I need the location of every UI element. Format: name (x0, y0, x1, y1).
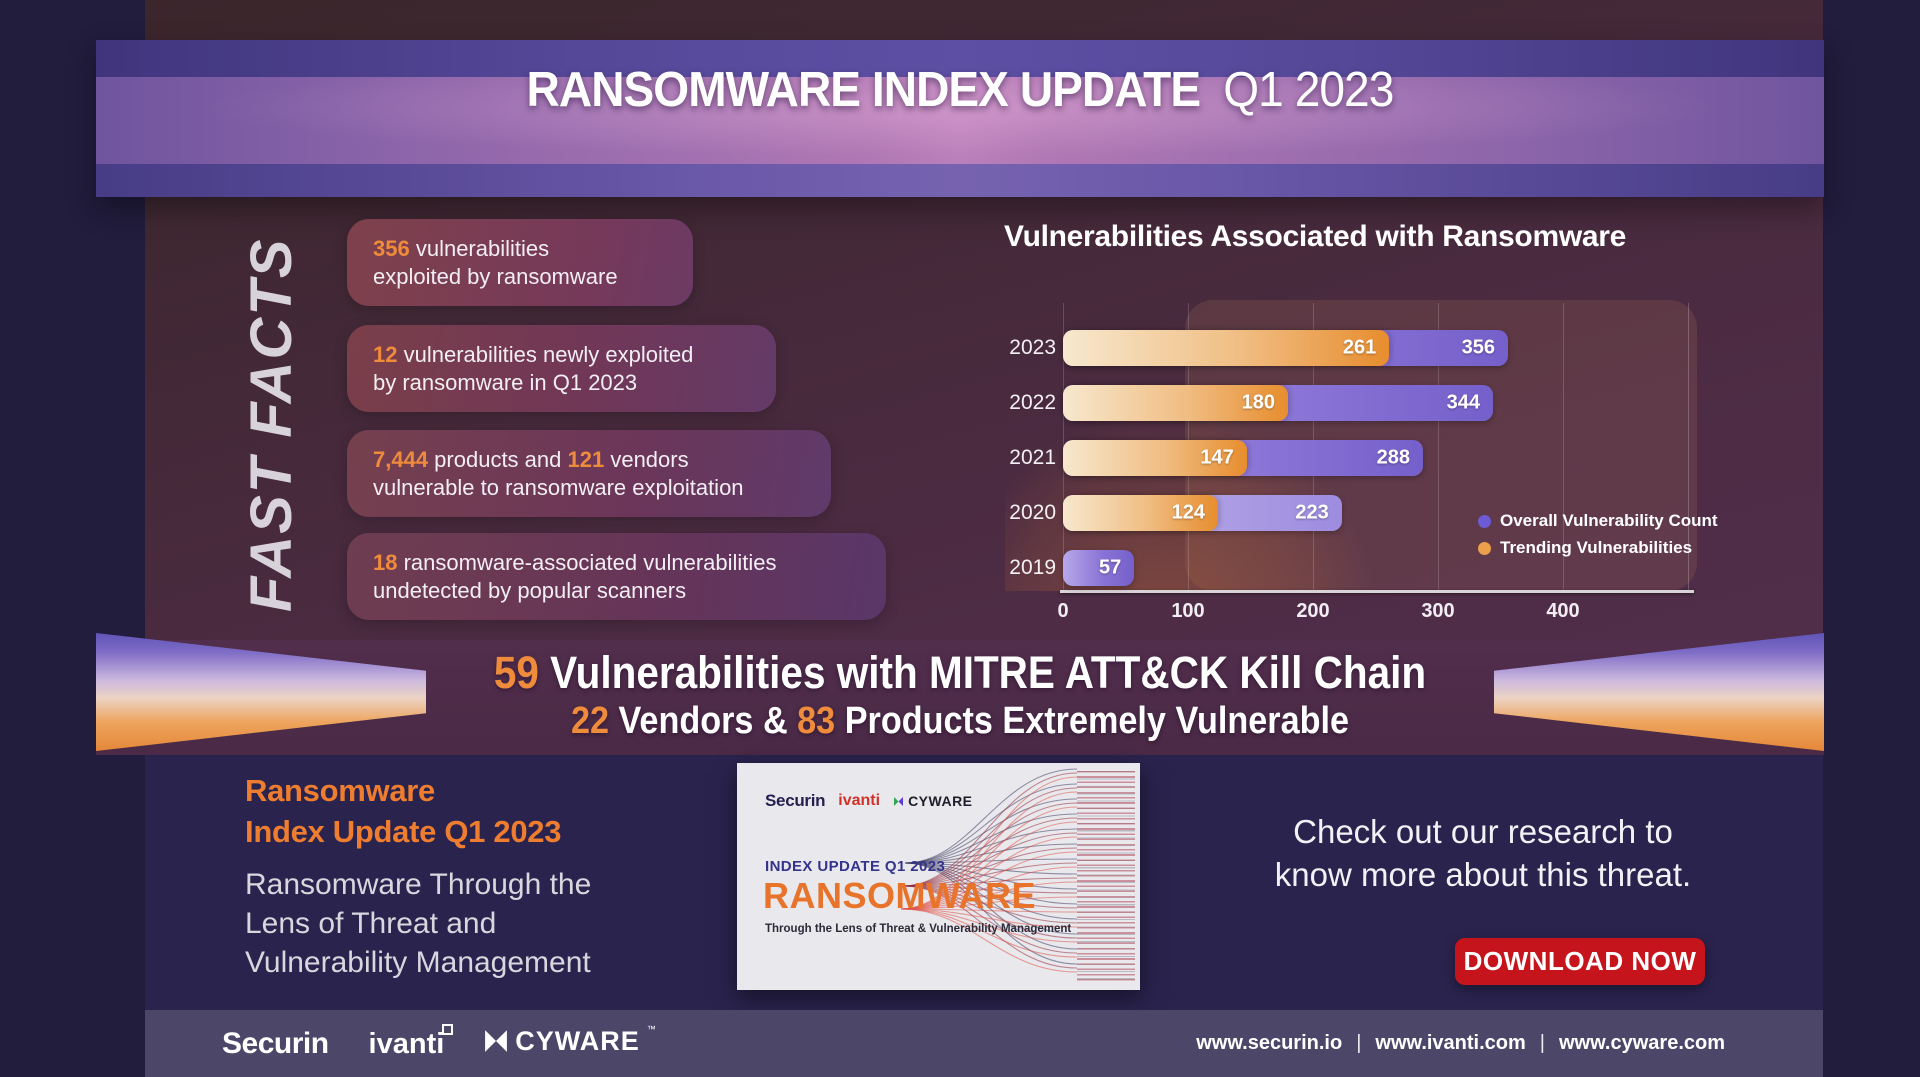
legend-item-overall: Overall Vulnerability Count (1478, 511, 1718, 531)
chart-title: Vulnerabilities Associated with Ransomwa… (1003, 220, 1627, 253)
bar-trending-2021: 147 (1063, 439, 1247, 476)
report-card-logos: Securin ivanti CYWARE (765, 791, 973, 811)
link-cyware-url[interactable]: www.cyware.com (1559, 1032, 1725, 1054)
fact-box-products-vendors: 7,444 products and 121 vendors vulnerable… (347, 430, 831, 517)
report-cyware-logo: CYWARE (893, 793, 972, 809)
chart-gridline (1563, 303, 1564, 590)
promo-heading-line1: Ransomware (245, 773, 435, 808)
chart-year-label: 2021 (1009, 445, 1056, 469)
kill-chain-headline: 59 Vulnerabilities with MITRE ATT&CK Kil… (493, 647, 1427, 698)
bar-value-label: 356 (1461, 336, 1495, 358)
chart-row-2019: 2019 57 (1000, 540, 1700, 595)
legend-label-trending: Trending Vulnerabilities (1500, 538, 1693, 557)
fast-facts-label: FAST FACTS (239, 237, 304, 612)
chart-bars: 2023 356 261 2022 344 180 2021 288 147 2020 223 124… (1000, 320, 1700, 595)
ivanti-square-icon (442, 1024, 454, 1036)
promo-subtitle: Ransomware Through the Lens of Threat an… (245, 865, 591, 982)
cta-line2: know more about this threat. (1274, 856, 1692, 893)
page-title-main: RANSOMWARE INDEX UPDATE (526, 63, 1202, 117)
fact-box-undetected: 18 ransomware-associated vulnerabilities… (347, 533, 886, 620)
bar-value-label: 261 (1342, 336, 1377, 358)
footer-securin-logo: Securin (222, 1027, 329, 1061)
page-title-qualifier: Q1 2023 (1223, 63, 1394, 117)
bar-overall-2019: 57 (1063, 549, 1135, 586)
trademark-symbol: ™ (646, 1024, 657, 1035)
legend-item-trending: Trending Vulnerabilities (1478, 538, 1718, 558)
url-separator: | (1356, 1032, 1362, 1054)
axis-tick-label: 200 (1296, 600, 1330, 622)
banner-bottom-stripe (96, 164, 1824, 197)
report-securin-logo: Securin (765, 791, 826, 810)
promo-heading: Ransomware Index Update Q1 2023 (245, 770, 561, 852)
chart-gridline (1438, 303, 1439, 590)
chart-x-axis (1060, 590, 1694, 593)
promo-subtitle-line3: Vulnerability Management (245, 946, 591, 979)
chart-track: 57 (1063, 549, 1700, 587)
bar-trending-2020: 124 (1063, 494, 1218, 531)
bar-value-label: 147 (1200, 446, 1234, 468)
chart-track: 344 180 (1063, 384, 1700, 422)
cta-text: Check out our research to know more abou… (1243, 810, 1723, 896)
footer-urls: www.securin.io | www.ivanti.com | www.cy… (1196, 1032, 1725, 1055)
legend-dot-overall-icon (1478, 514, 1491, 528)
bar-trending-2023: 261 (1063, 329, 1390, 366)
download-now-button[interactable]: DOWNLOAD NOW (1455, 938, 1705, 985)
chart-row-2022: 2022 344 180 (1000, 375, 1700, 430)
chart-legend: Overall Vulnerability Count Trending Vul… (1478, 511, 1718, 558)
banner-main-stripe (96, 77, 1824, 164)
chart-track: 223 124 (1063, 494, 1700, 532)
chart-track: 288 147 (1063, 439, 1700, 477)
report-text-column-graphic (1077, 771, 1135, 981)
chart-year-label: 2019 (1009, 555, 1056, 579)
footer-cyware-logo: CYWARE ™ (484, 1024, 657, 1057)
legend-dot-trending-icon (1478, 541, 1491, 555)
cyware-logo-icon (485, 1030, 508, 1053)
footer-ivanti-logo: ivanti (369, 1024, 454, 1061)
bar-value-label: 288 (1376, 446, 1410, 468)
header-banner (96, 40, 1824, 197)
link-securin-url[interactable]: www.securin.io (1196, 1032, 1343, 1054)
axis-tick-label: 300 (1421, 600, 1455, 622)
axis-tick-label: 400 (1546, 600, 1580, 622)
chart-track: 356 261 (1063, 329, 1700, 367)
sankey-flow-graphic (900, 768, 1078, 973)
promo-heading-line2: Index Update Q1 2023 (245, 814, 562, 849)
fact-box-exploited: 356 vulnerabilities exploited by ransomwa… (347, 219, 693, 306)
url-separator: | (1539, 1032, 1545, 1054)
footer: Securin ivanti CYWARE ™ www.securin.io | … (145, 1010, 1823, 1077)
footer-logos: Securin ivanti CYWARE ™ (222, 1024, 657, 1062)
page-title: RANSOMWARE INDEX UPDATE Q1 2023 (58, 62, 1863, 118)
report-thumbnail: Securin ivanti CYWARE INDEX UPDATE Q1 20… (737, 763, 1140, 990)
report-ivanti-logo: ivanti (838, 792, 881, 809)
link-ivanti-url[interactable]: www.ivanti.com (1375, 1032, 1526, 1054)
chart-year-label: 2020 (1009, 500, 1056, 524)
legend-label-overall: Overall Vulnerability Count (1500, 511, 1718, 530)
bar-value-label: 344 (1446, 391, 1480, 413)
chart-year-label: 2022 (1009, 390, 1056, 414)
axis-tick-label: 100 (1171, 600, 1205, 622)
bar-trending-2022: 180 (1063, 384, 1288, 421)
cta-line1: Check out our research to (1293, 813, 1673, 850)
chart-row-2020: 2020 223 124 (1000, 485, 1700, 540)
chart-year-label: 2023 (1009, 335, 1056, 359)
chart-row-2021: 2021 288 147 (1000, 430, 1700, 485)
bar-value-label: 223 (1295, 501, 1329, 523)
promo-subtitle-line1: Ransomware Through the (245, 868, 592, 901)
report-kicker: INDEX UPDATE Q1 2023 (765, 858, 946, 875)
banner-top-stripe (96, 40, 1824, 77)
promo-subtitle-line2: Lens of Threat and (245, 907, 497, 940)
report-title: RANSOMWARE (763, 875, 1036, 916)
axis-tick-label: 0 (1057, 600, 1069, 622)
chart-gridline (1688, 303, 1689, 590)
kill-chain-subheadline: 22 Vendors & 83 Products Extremely Vulne… (570, 700, 1350, 742)
bar-value-label: 180 (1241, 391, 1275, 413)
cyware-logo-icon (894, 796, 904, 806)
bar-value-label: 57 (1099, 556, 1122, 578)
bar-value-label: 124 (1171, 501, 1205, 523)
fact-box-newly-exploited: 12 vulnerabilities newly exploited by ran… (347, 325, 776, 412)
report-subtitle: Through the Lens of Threat & Vulnerabili… (765, 923, 1072, 935)
chart-row-2023: 2023 356 261 (1000, 320, 1700, 375)
